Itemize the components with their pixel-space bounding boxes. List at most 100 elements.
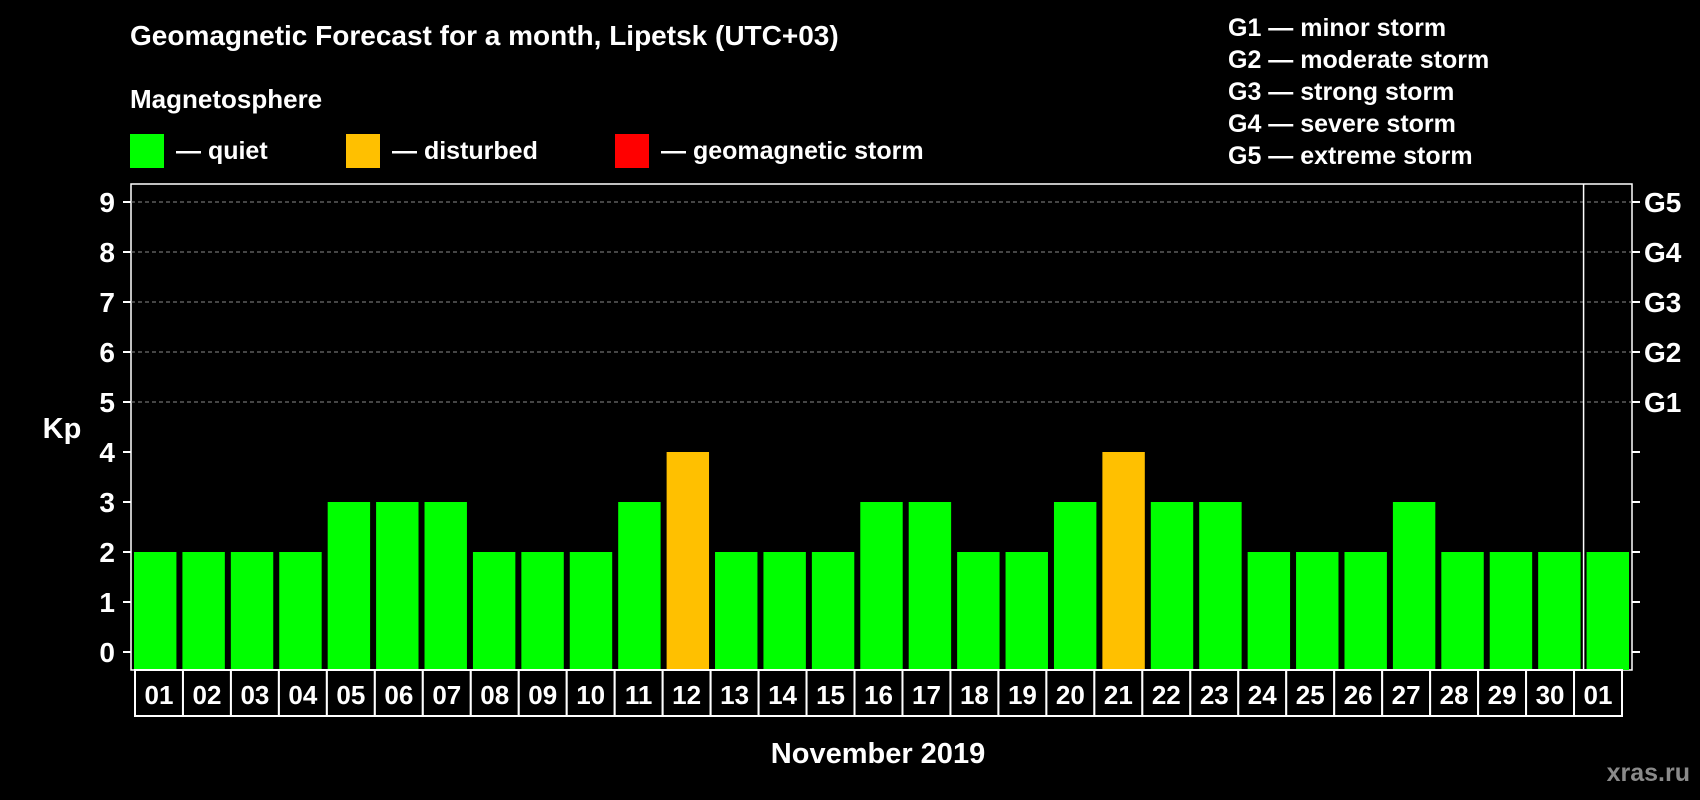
x-tick-label-21: 21 [1104, 680, 1133, 710]
g-scale-label-g2: G2 [1644, 337, 1681, 368]
x-tick-label-15: 15 [816, 680, 845, 710]
x-tick-label-31: 01 [1584, 680, 1613, 710]
x-tick-box-11 [613, 669, 664, 717]
bar-7 [424, 502, 467, 670]
y-tick-label-4: 4 [99, 437, 115, 468]
x-tick-label-29: 29 [1488, 680, 1517, 710]
storm-scale-g3: G3 — strong storm [1228, 78, 1455, 106]
legend-item-disturbed: — disturbed [346, 134, 538, 168]
x-tick-label-30: 30 [1536, 680, 1565, 710]
x-tick-box-4 [277, 669, 328, 717]
bar-29 [1489, 552, 1533, 670]
x-tick-box-10 [565, 669, 616, 717]
x-tick-label-17: 17 [912, 680, 941, 710]
g-scale-label-g3: G3 [1644, 287, 1681, 318]
x-tick-label-13: 13 [720, 680, 749, 710]
chart-title: Geomagnetic Forecast for a month, Lipets… [130, 20, 839, 51]
bar-22 [1150, 502, 1194, 670]
bar-4 [279, 552, 322, 670]
x-tick-label-11: 11 [625, 680, 653, 710]
x-tick-box-15 [805, 669, 856, 717]
bar-30 [1538, 552, 1581, 670]
x-tick-label-16: 16 [864, 680, 893, 710]
bar-19 [1005, 552, 1048, 670]
storm-scale-g1: G1 — minor storm [1228, 14, 1447, 42]
bar-17 [908, 502, 952, 670]
x-tick-box-23 [1189, 669, 1240, 717]
y-tick-label-7: 7 [99, 287, 115, 318]
x-tick-label-24: 24 [1248, 680, 1277, 710]
bar-9 [521, 552, 564, 670]
bar-8 [472, 552, 516, 670]
g-scale-label-g4: G4 [1644, 237, 1682, 268]
bar-2 [182, 552, 225, 670]
legend-swatch-storm [615, 134, 649, 168]
legend-swatch-quiet [130, 134, 164, 168]
bar-11 [618, 502, 661, 670]
x-tick-label-1: 01 [145, 680, 174, 710]
legend-item-quiet: — quiet [130, 134, 268, 168]
x-tick-box-1 [134, 669, 184, 717]
bar-21 [1102, 452, 1145, 670]
x-tick-box-30 [1525, 669, 1576, 717]
storm-scale-g5: G5 — extreme storm [1228, 142, 1473, 170]
y-tick-label-0: 0 [99, 637, 115, 668]
y-tick-label-1: 1 [99, 587, 115, 618]
legend-item-storm: — geomagnetic storm [615, 134, 924, 168]
y-axis-title: Kp [43, 413, 82, 445]
bar-18 [957, 552, 1000, 670]
bar-13 [715, 552, 758, 670]
bar-1 [134, 552, 177, 670]
x-tick-label-5: 05 [336, 680, 365, 710]
x-tick-label-10: 10 [576, 680, 605, 710]
g-scale-label-g1: G1 [1644, 387, 1681, 418]
y-tick-label-3: 3 [99, 487, 115, 518]
y-tick-label-5: 5 [99, 387, 115, 418]
x-tick-label-27: 27 [1392, 680, 1421, 710]
bar-25 [1296, 552, 1339, 670]
x-tick-box-2 [181, 669, 232, 717]
watermark: xras.ru [1606, 759, 1690, 787]
x-tick-box-17 [901, 669, 952, 717]
x-tick-label-12: 12 [672, 680, 701, 710]
x-tick-box-26 [1333, 669, 1384, 717]
x-tick-label-3: 03 [240, 680, 269, 710]
bar-14 [763, 552, 806, 670]
x-tick-label-7: 07 [432, 680, 461, 710]
x-tick-label-18: 18 [960, 680, 989, 710]
x-tick-box-29 [1477, 669, 1528, 717]
x-tick-box-28 [1429, 669, 1480, 717]
storm-scale-g4: G4 — severe storm [1228, 110, 1456, 138]
legend-label-quiet: — quiet [176, 136, 268, 165]
storm-scale-list: G1 — minor storm G2 — moderate storm G3 … [1228, 12, 1489, 172]
x-tick-label-25: 25 [1296, 680, 1325, 710]
legend-swatch-disturbed [346, 134, 380, 168]
x-tick-box-25 [1285, 669, 1336, 717]
bar-24 [1247, 552, 1291, 670]
x-tick-label-4: 04 [288, 680, 317, 710]
x-tick-label-14: 14 [768, 680, 797, 710]
bar-26 [1344, 552, 1387, 670]
bar-20 [1053, 502, 1097, 670]
x-tick-box-18 [949, 669, 1000, 717]
magnetosphere-label: Magnetosphere [130, 84, 323, 114]
x-tick-label-22: 22 [1152, 680, 1181, 710]
x-axis-title: November 2019 [771, 738, 985, 770]
bar-12 [666, 452, 710, 670]
y-tick-label-6: 6 [99, 337, 115, 368]
bar-10 [569, 552, 613, 670]
bar-28 [1441, 552, 1484, 670]
g-scale-label-g5: G5 [1644, 187, 1681, 218]
x-tick-box-19 [997, 669, 1048, 717]
x-tick-box-5 [325, 669, 376, 717]
bar-3 [230, 552, 274, 670]
x-tick-label-6: 06 [384, 680, 413, 710]
x-tick-box-3 [229, 669, 280, 717]
y-tick-label-8: 8 [99, 237, 115, 268]
x-tick-label-9: 09 [528, 680, 557, 710]
x-tick-label-19: 19 [1008, 680, 1037, 710]
bar-27 [1392, 502, 1436, 670]
x-tick-label-20: 20 [1056, 680, 1085, 710]
x-tick-box-9 [517, 669, 568, 717]
